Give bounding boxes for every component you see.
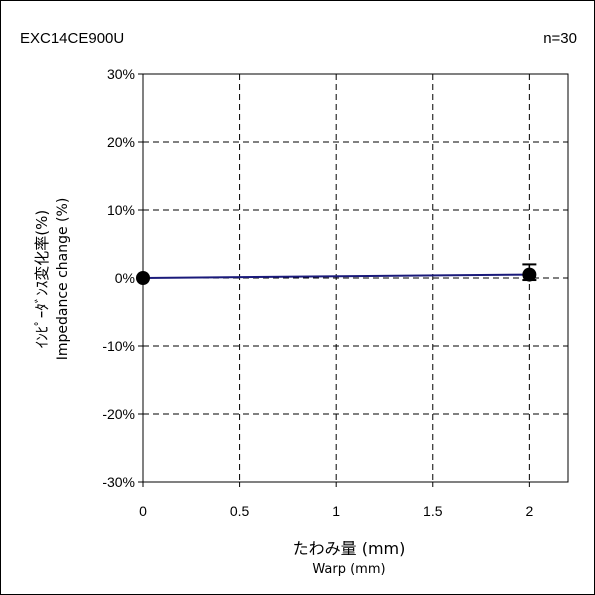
data-point (522, 267, 537, 282)
x-tick-label: 2 (525, 503, 533, 519)
y-tick-label: 0% (115, 270, 135, 286)
x-tick-label: 1 (332, 503, 340, 519)
y-tick-label: -20% (102, 406, 135, 422)
data-point (136, 271, 150, 285)
series-line (142, 273, 530, 279)
y-tick-label: 20% (107, 134, 135, 150)
series-group (136, 263, 537, 285)
y-axis-label-jp: ｲﾝﾋﾟｰﾀﾞﾝｽ変化率(%) (33, 210, 51, 348)
y-tick-label: 30% (107, 66, 135, 82)
y-axis-label-en: Impedance change (%) (55, 198, 71, 361)
x-tick-labels: 0 0.5 1 1.5 2 (139, 482, 533, 519)
part-number: EXC14CE900U (20, 30, 124, 47)
y-tick-label: -10% (102, 338, 135, 354)
x-tick-label: 1.5 (423, 503, 443, 519)
sample-size: n=30 (543, 30, 577, 47)
x-axis-label-jp: たわみ量 (mm) (293, 539, 406, 558)
y-tick-labels: 30% 20% 10% 0% -10% -20% -30% (102, 66, 143, 490)
x-tick-label: 0.5 (230, 503, 250, 519)
x-tick-label: 0 (139, 503, 147, 519)
x-axis-label-en: Warp (mm) (312, 562, 385, 577)
y-tick-label: -30% (102, 474, 135, 490)
y-tick-label: 10% (107, 202, 135, 218)
